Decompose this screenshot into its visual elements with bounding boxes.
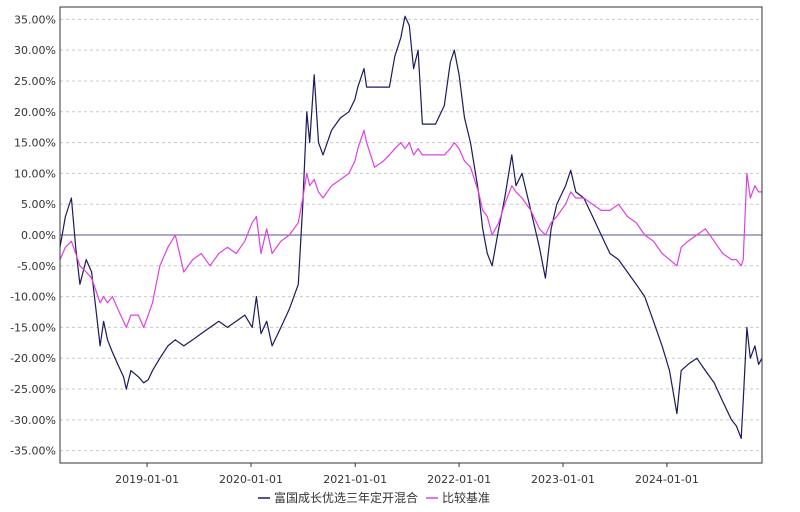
- y-tick-label: 25.00%: [14, 75, 56, 88]
- series-layer: [59, 15, 763, 439]
- plot-border: [59, 6, 763, 464]
- y-tick-label: 5.00%: [21, 198, 56, 211]
- series-line-2: [59, 129, 762, 328]
- x-tick-label: 2024-01-01: [635, 473, 699, 486]
- y-tick-label: -35.00%: [10, 445, 56, 458]
- x-tick-label: 2020-01-01: [219, 473, 283, 486]
- y-tick-label: 10.00%: [14, 167, 56, 180]
- y-tick-label: -20.00%: [10, 352, 56, 365]
- y-axis-labels: 35.00% 30.00% 25.00% 20.00% 15.00% 10.00% 5.00…: [10, 13, 56, 457]
- x-axis-labels: 2019-01-01 2020-01-01 2021-01-01 2022-01-01…: [115, 473, 699, 486]
- legend-label-1: 富国成长优选三年定开混合: [274, 490, 418, 505]
- x-tick-label: 2021-01-01: [323, 473, 387, 486]
- y-tick-label: 15.00%: [14, 137, 56, 150]
- y-tick-label: -15.00%: [10, 321, 56, 334]
- series-line-1: [59, 15, 763, 439]
- legend: 富国成长优选三年定开混合 比较基准: [258, 490, 490, 505]
- legend-label-2: 比较基准: [442, 490, 490, 505]
- x-tick-label: 2019-01-01: [115, 473, 179, 486]
- y-tick-label: 30.00%: [14, 44, 56, 57]
- y-tick-label: -25.00%: [10, 383, 56, 396]
- y-tick-label: -30.00%: [10, 414, 56, 427]
- y-tick-label: 0.00%: [21, 229, 56, 242]
- y-tick-label: 35.00%: [14, 13, 56, 26]
- y-tick-label: -5.00%: [17, 260, 56, 273]
- y-tick-label: 20.00%: [14, 106, 56, 119]
- x-tick-label: 2022-01-01: [427, 473, 491, 486]
- x-tick-label: 2023-01-01: [531, 473, 595, 486]
- chart-grid: [60, 18, 762, 467]
- y-tick-label: -10.00%: [10, 291, 56, 304]
